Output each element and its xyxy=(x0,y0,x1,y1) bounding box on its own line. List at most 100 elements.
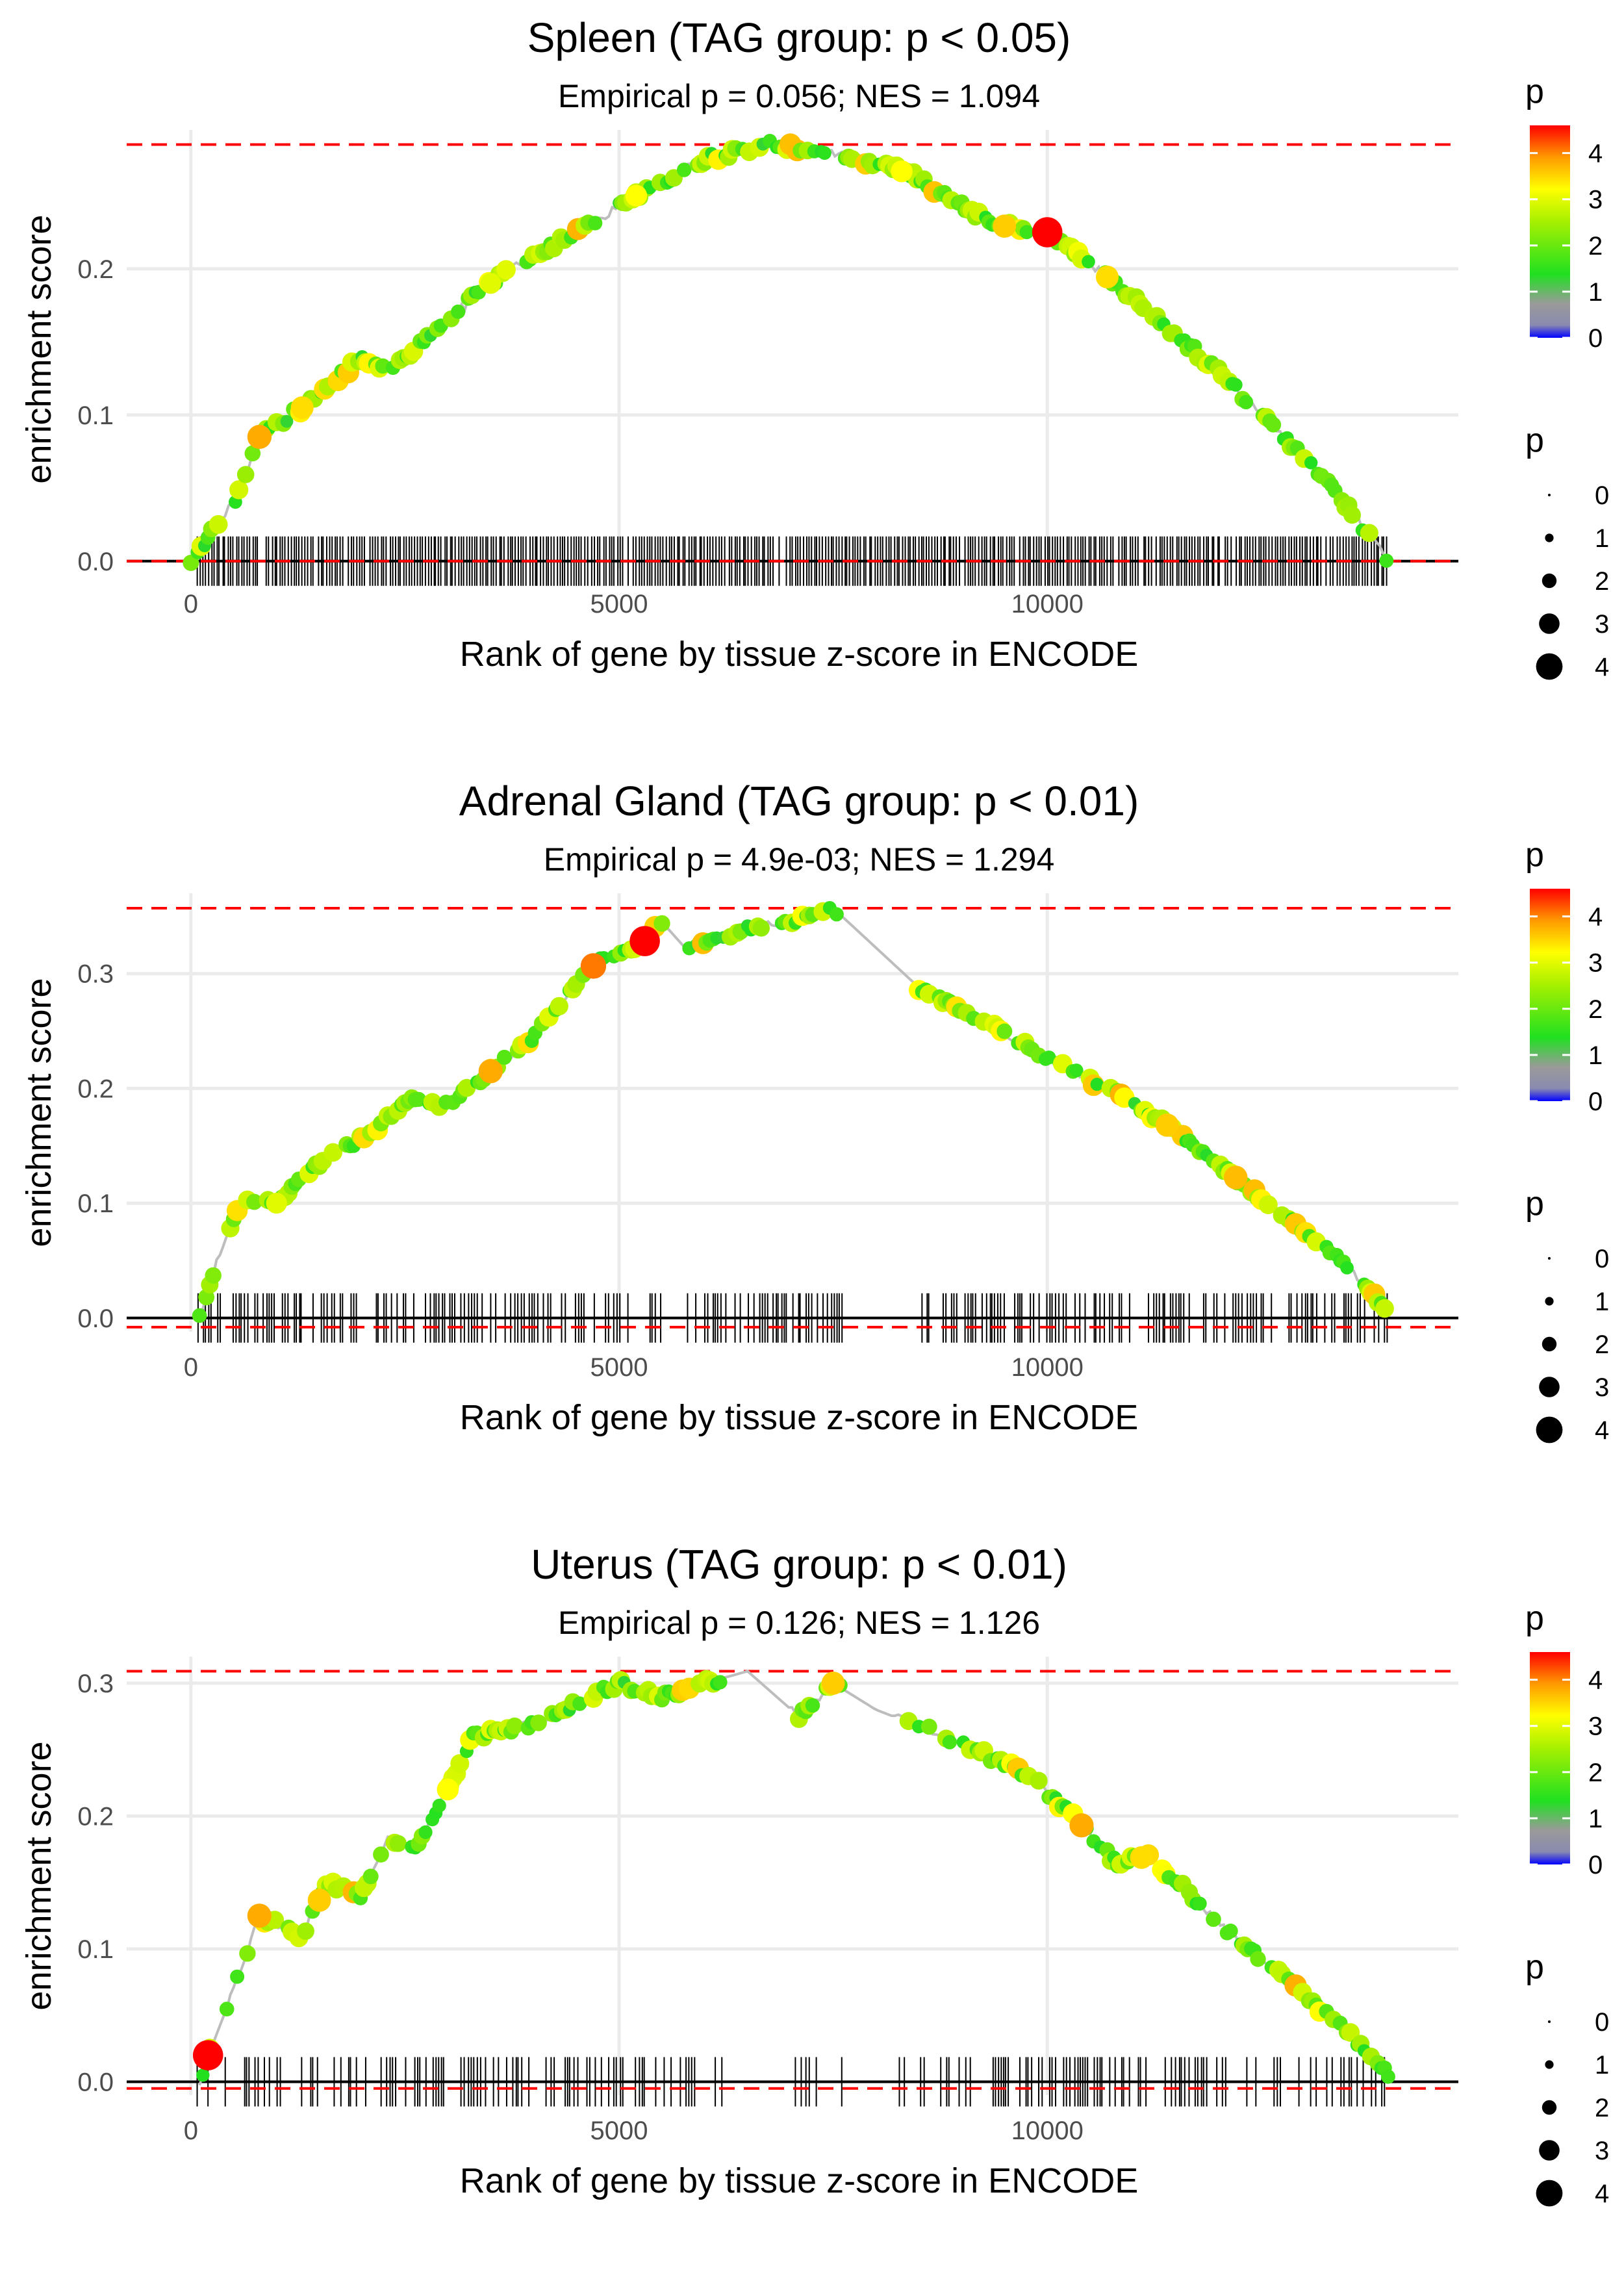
size-legend-label: 3 xyxy=(1595,1373,1609,1402)
es-point xyxy=(829,907,844,922)
x-axis-label: Rank of gene by tissue z-score in ENCODE xyxy=(460,635,1138,674)
color-legend-label: 0 xyxy=(1588,1851,1603,1879)
y-axis-label: enrichment score xyxy=(19,214,58,483)
size-legend-label: 0 xyxy=(1595,2008,1609,2037)
size-legend-dot xyxy=(1539,2140,1560,2161)
color-legend-bar xyxy=(1530,1652,1570,1864)
es-point xyxy=(1069,1063,1084,1078)
es-point-highlight xyxy=(307,1889,331,1912)
es-points xyxy=(192,1670,1395,2084)
size-legend-label: 1 xyxy=(1595,524,1609,553)
es-point xyxy=(1379,553,1394,568)
es-point xyxy=(550,997,568,1015)
es-point xyxy=(942,1735,957,1749)
x-tick-label: 0 xyxy=(184,2117,198,2145)
color-legend-label: 2 xyxy=(1588,995,1603,1024)
es-point xyxy=(506,1717,524,1735)
size-legend-dot xyxy=(1542,2100,1557,2115)
color-legend-label: 1 xyxy=(1588,1041,1603,1070)
chart-title: Adrenal Gland (TAG group: p < 0.01) xyxy=(459,778,1139,824)
es-point xyxy=(1030,1772,1048,1790)
size-legend-dot xyxy=(1536,2180,1563,2207)
color-legend-bar xyxy=(1530,125,1570,338)
x-tick-label: 5000 xyxy=(590,590,648,618)
es-point xyxy=(209,515,228,534)
chart-panel-2: Adrenal Gland (TAG group: p < 0.01) Empir… xyxy=(19,778,1609,1445)
es-point xyxy=(280,414,294,428)
es-curve-line xyxy=(198,906,1389,1316)
size-legend-dot xyxy=(1548,1257,1551,1260)
x-tick-label: 5000 xyxy=(590,1353,648,1382)
es-point-highlight xyxy=(1095,265,1119,288)
size-legend-dot xyxy=(1542,573,1557,589)
x-tick-label: 5000 xyxy=(590,2117,648,2145)
es-point xyxy=(1304,456,1318,470)
size-legend-dot xyxy=(1536,1416,1563,1444)
es-point xyxy=(246,1193,262,1210)
y-axis-label: enrichment score xyxy=(19,1741,58,2010)
y-tick-label: 0.0 xyxy=(77,1304,114,1333)
chart-panel-1: Spleen (TAG group: p < 0.05) Empirical p … xyxy=(19,14,1609,681)
es-point xyxy=(236,466,255,483)
y-tick-label: 0.0 xyxy=(77,548,114,576)
size-legend-label: 3 xyxy=(1595,2137,1609,2165)
es-point xyxy=(752,919,770,937)
size-legend-dot xyxy=(1545,1297,1554,1306)
es-curve-line xyxy=(190,138,1391,565)
size-legend-title: p xyxy=(1525,1185,1544,1223)
es-point xyxy=(996,1023,1013,1039)
size-legend-label: 2 xyxy=(1595,2094,1609,2122)
size-legend-label: 0 xyxy=(1595,481,1609,510)
size-legend-dot xyxy=(1539,613,1560,634)
es-point xyxy=(1082,255,1095,269)
size-legend-title: p xyxy=(1525,422,1544,459)
es-point xyxy=(450,1754,470,1774)
x-tick-label: 10000 xyxy=(1011,590,1084,618)
es-point xyxy=(297,1922,314,1940)
color-legend-label: 1 xyxy=(1588,1805,1603,1833)
color-legend-title: p xyxy=(1525,836,1544,874)
es-point xyxy=(244,445,261,462)
es-point xyxy=(1223,1924,1238,1939)
color-legend-label: 3 xyxy=(1588,186,1603,214)
y-tick-label: 0.1 xyxy=(77,401,114,430)
color-legend-label: 0 xyxy=(1588,324,1603,353)
es-point-highlight xyxy=(247,1903,272,1928)
chart-subtitle: Empirical p = 4.9e-03; NES = 1.294 xyxy=(544,841,1055,878)
size-legend-dot xyxy=(1548,2020,1551,2023)
y-tick-label: 0.2 xyxy=(77,255,114,284)
size-legend-label: 2 xyxy=(1595,1330,1609,1359)
es-point xyxy=(1375,1299,1394,1318)
size-legend-label: 4 xyxy=(1595,1416,1609,1445)
x-tick-label: 10000 xyxy=(1011,2117,1084,2145)
es-point xyxy=(1340,1261,1354,1275)
es-point xyxy=(1090,1078,1104,1091)
x-tick-label: 0 xyxy=(184,590,198,618)
size-legend-label: 1 xyxy=(1595,2051,1609,2080)
es-point-highlight xyxy=(993,214,1017,238)
es-point xyxy=(205,1267,222,1284)
color-legend-label: 3 xyxy=(1588,949,1603,978)
es-point xyxy=(230,1969,245,1984)
chart-subtitle: Empirical p = 0.056; NES = 1.094 xyxy=(558,78,1040,114)
chart-subtitle: Empirical p = 0.126; NES = 1.126 xyxy=(558,1605,1040,1641)
color-legend-label: 1 xyxy=(1588,278,1603,307)
size-legend-dot xyxy=(1545,533,1554,542)
es-points xyxy=(183,133,1394,571)
es-point xyxy=(587,216,603,231)
es-point xyxy=(229,480,249,500)
es-point-highlight xyxy=(580,953,607,979)
size-legend-label: 2 xyxy=(1595,567,1609,596)
es-point-highlight xyxy=(821,1672,845,1695)
es-point xyxy=(817,146,831,160)
es-point xyxy=(219,2002,235,2016)
size-legend-title: p xyxy=(1525,1948,1544,1986)
es-point xyxy=(239,1945,256,1962)
size-legend-dot xyxy=(1542,1336,1557,1352)
color-legend-title: p xyxy=(1525,73,1544,110)
es-point xyxy=(530,1714,547,1731)
es-point-highlight xyxy=(192,2040,223,2070)
x-tick-label: 0 xyxy=(184,1353,198,1382)
es-point-highlight xyxy=(1069,1813,1094,1838)
